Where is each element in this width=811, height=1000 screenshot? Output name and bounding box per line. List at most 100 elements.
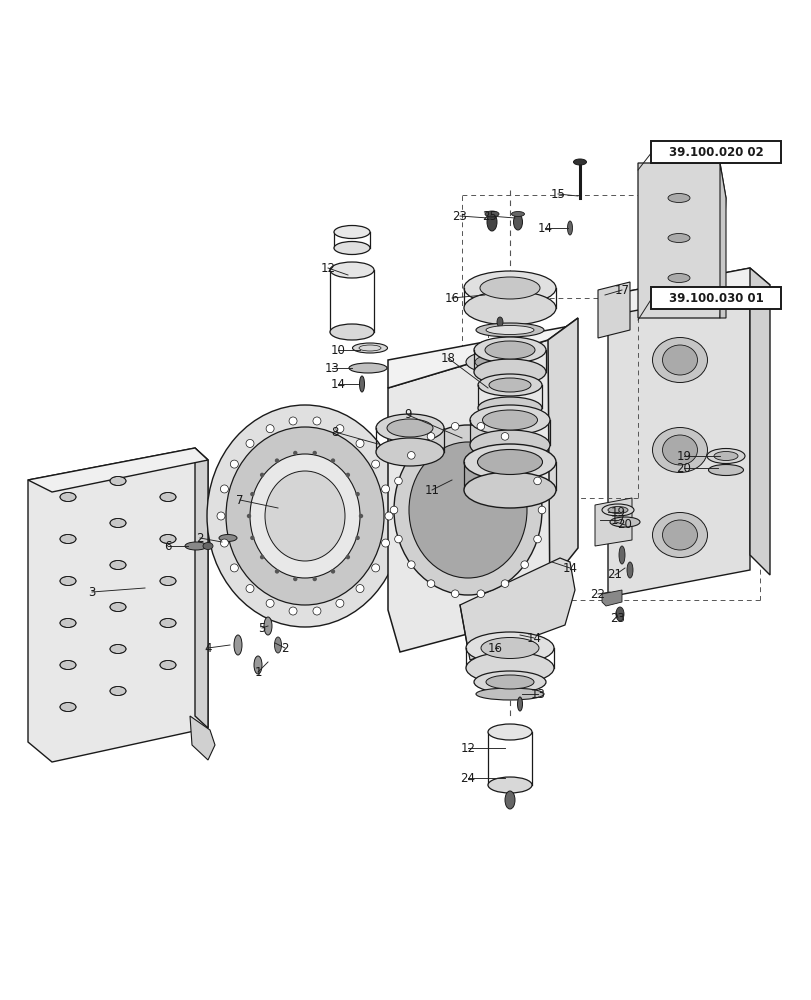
- Polygon shape: [28, 448, 208, 492]
- Text: 23: 23: [452, 210, 467, 223]
- Ellipse shape: [484, 211, 499, 217]
- Text: 39.100.020 02: 39.100.020 02: [667, 146, 762, 159]
- Circle shape: [371, 564, 380, 572]
- Text: 14: 14: [562, 562, 577, 574]
- Circle shape: [538, 506, 545, 514]
- Text: 7: 7: [236, 493, 243, 506]
- Circle shape: [260, 555, 264, 559]
- Ellipse shape: [609, 517, 639, 527]
- Ellipse shape: [713, 452, 737, 460]
- Circle shape: [312, 451, 316, 455]
- Polygon shape: [607, 268, 749, 597]
- Ellipse shape: [219, 534, 237, 542]
- Circle shape: [266, 599, 274, 607]
- Ellipse shape: [667, 194, 689, 203]
- Ellipse shape: [496, 317, 502, 327]
- Ellipse shape: [463, 271, 556, 305]
- Ellipse shape: [466, 352, 513, 372]
- Circle shape: [250, 492, 255, 496]
- Ellipse shape: [487, 213, 496, 231]
- FancyBboxPatch shape: [650, 141, 780, 163]
- Ellipse shape: [478, 397, 541, 419]
- Ellipse shape: [662, 345, 697, 375]
- Circle shape: [451, 422, 458, 430]
- Text: 19: 19: [676, 450, 691, 462]
- Ellipse shape: [109, 477, 126, 486]
- Ellipse shape: [409, 442, 526, 578]
- Circle shape: [533, 477, 541, 485]
- Text: 13: 13: [530, 688, 545, 700]
- Ellipse shape: [667, 233, 689, 242]
- Circle shape: [500, 433, 508, 440]
- Text: 12: 12: [460, 741, 475, 754]
- Ellipse shape: [60, 576, 76, 585]
- Ellipse shape: [474, 359, 545, 385]
- Ellipse shape: [478, 374, 541, 396]
- Circle shape: [247, 514, 251, 518]
- Circle shape: [394, 535, 401, 543]
- Polygon shape: [190, 716, 215, 760]
- Text: 13: 13: [324, 361, 339, 374]
- Circle shape: [330, 569, 335, 574]
- Circle shape: [381, 539, 389, 547]
- Text: 15: 15: [550, 188, 564, 201]
- Ellipse shape: [160, 576, 176, 585]
- Ellipse shape: [109, 686, 126, 696]
- Text: 2: 2: [281, 642, 289, 654]
- Circle shape: [289, 607, 297, 615]
- Polygon shape: [460, 558, 574, 660]
- Ellipse shape: [475, 688, 543, 700]
- Ellipse shape: [60, 534, 76, 544]
- Ellipse shape: [511, 212, 524, 217]
- Ellipse shape: [667, 273, 689, 282]
- Circle shape: [476, 590, 484, 598]
- Ellipse shape: [160, 534, 176, 544]
- Text: 20: 20: [676, 462, 691, 475]
- Ellipse shape: [618, 546, 624, 564]
- Text: 20: 20: [617, 518, 632, 532]
- Ellipse shape: [250, 454, 359, 578]
- Circle shape: [336, 599, 344, 607]
- Circle shape: [312, 607, 320, 615]
- Circle shape: [336, 425, 344, 433]
- Text: 1: 1: [254, 666, 261, 678]
- Circle shape: [220, 539, 228, 547]
- Circle shape: [451, 590, 458, 598]
- Ellipse shape: [463, 444, 556, 480]
- Text: 17: 17: [614, 284, 629, 296]
- Ellipse shape: [487, 724, 531, 740]
- Text: 25: 25: [482, 210, 497, 223]
- Circle shape: [230, 460, 238, 468]
- Ellipse shape: [274, 637, 281, 653]
- Circle shape: [407, 452, 414, 459]
- Circle shape: [533, 535, 541, 543]
- Ellipse shape: [109, 560, 126, 570]
- Text: 12: 12: [320, 261, 335, 274]
- Ellipse shape: [185, 542, 207, 550]
- Ellipse shape: [475, 323, 543, 337]
- Polygon shape: [388, 318, 577, 388]
- Text: 4: 4: [204, 642, 212, 654]
- Circle shape: [312, 577, 316, 581]
- Circle shape: [293, 577, 297, 581]
- Ellipse shape: [513, 214, 521, 230]
- Ellipse shape: [352, 343, 387, 353]
- Ellipse shape: [504, 791, 514, 809]
- Ellipse shape: [264, 471, 345, 561]
- Text: 14: 14: [330, 377, 345, 390]
- Ellipse shape: [349, 363, 387, 373]
- Circle shape: [394, 477, 401, 485]
- Ellipse shape: [662, 520, 697, 550]
- Polygon shape: [749, 268, 769, 575]
- Polygon shape: [195, 448, 208, 728]
- Ellipse shape: [652, 428, 706, 473]
- Circle shape: [427, 433, 434, 440]
- Ellipse shape: [607, 506, 627, 514]
- Circle shape: [355, 585, 363, 593]
- Ellipse shape: [60, 618, 76, 628]
- Text: 9: 9: [404, 408, 411, 422]
- Polygon shape: [597, 282, 629, 338]
- FancyBboxPatch shape: [650, 287, 780, 309]
- Ellipse shape: [466, 652, 553, 684]
- Circle shape: [274, 569, 279, 574]
